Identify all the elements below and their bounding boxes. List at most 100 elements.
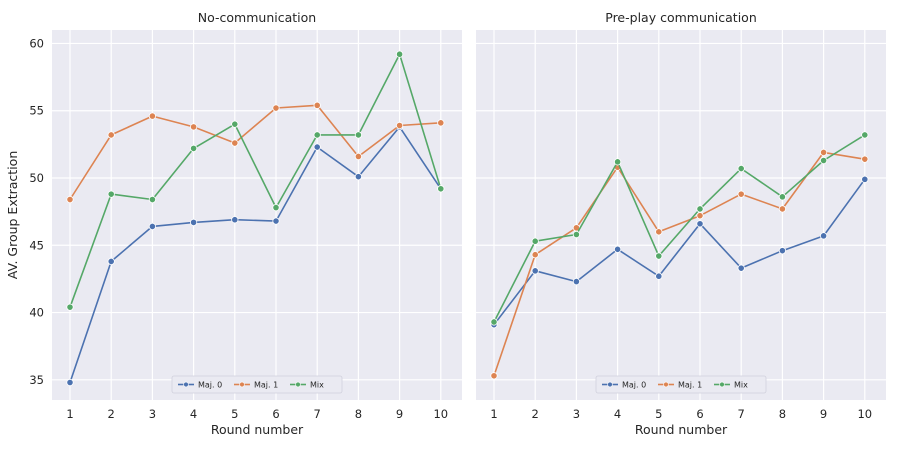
panel-1-series-2-point — [272, 104, 280, 112]
panel-1-x-tick-label: 2 — [108, 407, 115, 421]
panel-1-legend-label-2: Maj. 1 — [254, 381, 278, 390]
panel-2-series-1-point — [613, 245, 622, 253]
panel-1-y-tick-label: 40 — [29, 306, 44, 320]
panel-2-series-3-point — [819, 156, 828, 165]
panel-2-series-1-point — [861, 175, 869, 183]
panel-1-series-3-point — [107, 190, 115, 198]
panel-1-legend-label-1: Maj. 0 — [198, 381, 222, 390]
panel-2-series-3-point — [531, 237, 539, 245]
panel-1-series-2-point — [190, 123, 198, 131]
panel-2-series-3-point — [613, 158, 622, 166]
panel-1-y-tick-label: 60 — [29, 36, 44, 50]
panel-2-series-2-point — [655, 228, 663, 236]
panel-1-series-3-point — [272, 204, 280, 212]
panel-1-series-2-point — [354, 152, 362, 161]
panel-2-series-3-point — [572, 230, 581, 239]
panel-1-x-tick-label: 9 — [396, 407, 403, 421]
panel-1-series-3-point — [231, 120, 239, 128]
panel-1-legend-marker-3 — [295, 381, 301, 388]
panel-1-series-3-point — [437, 185, 445, 193]
panel-2-x-tick-label: 8 — [779, 407, 786, 421]
panel-1-series-3-point — [148, 195, 156, 204]
panel-1-series-2-point — [395, 121, 404, 130]
panel-1-series-1-point — [66, 378, 74, 387]
panel-2-series-1-point — [737, 264, 745, 272]
panel-1-x-tick-label: 7 — [314, 407, 321, 421]
panel-1-y-tick-label: 35 — [29, 373, 44, 387]
panel-1-series-1-line — [69, 126, 442, 383]
panel-1-plot-area — [52, 30, 462, 400]
y-axis-label: AV. Group Extraction — [5, 151, 20, 279]
panel-1-y-tick-label: 50 — [29, 171, 44, 185]
panel-2-series-1-point — [696, 220, 704, 228]
panel-2-x-tick-label: 7 — [738, 407, 745, 421]
panel-2-legend-label-1: Maj. 0 — [622, 381, 646, 390]
panel-1-x-axis-label: Round number — [211, 422, 304, 437]
panel-2-legend-marker-3 — [719, 381, 725, 388]
panel-1-series-3-point — [395, 50, 404, 58]
panel-2-series-2-point — [531, 251, 539, 259]
panel-1-series-3-line — [69, 53, 442, 308]
panel-2-series-1-point — [655, 272, 663, 280]
panel-1-series-2-point — [231, 139, 239, 147]
panel-1-x-tick-label: 10 — [433, 407, 448, 421]
panel-2-series-3-point — [737, 164, 745, 173]
panel-2-series-2-point — [490, 372, 498, 380]
panel-2-series-2-line — [493, 151, 865, 377]
panel-1-series-1-point — [272, 217, 280, 225]
panel-2-series-1-point — [819, 232, 828, 240]
panel-2-x-tick-label: 6 — [696, 407, 703, 421]
panel-1-series-1-point — [354, 173, 362, 181]
panel-2-x-tick-label: 9 — [820, 407, 827, 421]
panel-1-series-2-point — [148, 112, 156, 120]
panel-2-series-2-point — [819, 148, 828, 157]
panel-2-legend-marker-2 — [663, 381, 669, 388]
panel-1-x-tick-label: 1 — [66, 407, 73, 421]
panel-2-x-tick-label: 1 — [490, 407, 497, 421]
panel-1-x-tick-label: 4 — [190, 407, 197, 421]
panel-1-series-3-point — [313, 131, 321, 139]
panel-1-x-tick-label: 3 — [149, 407, 156, 421]
panel-1-legend-marker-2 — [239, 381, 245, 388]
panel-2-x-tick-label: 4 — [614, 407, 621, 421]
panel-2-series-1-line — [493, 178, 866, 326]
panel-2-plot-area — [476, 30, 886, 400]
panel-1-legend-marker-1 — [183, 381, 189, 388]
panel-1-y-tick-label: 55 — [29, 104, 44, 118]
panel-1-series-1-point — [190, 218, 198, 226]
panel-1-series-2-point — [437, 119, 445, 127]
panel-1-series-1-point — [231, 216, 239, 224]
panel-2-legend-label-3: Mix — [734, 381, 748, 390]
panel-2-legend-marker-1 — [607, 381, 613, 388]
panel-2-x-axis-label: Round number — [635, 422, 728, 437]
panel-2-series-1-point — [778, 247, 787, 255]
panel-2-series-2-point — [861, 155, 869, 163]
panel-2-legend — [595, 375, 767, 394]
panel-1-series-1-point — [313, 143, 321, 151]
panel-2-series-3-line — [493, 134, 866, 323]
panel-2-title: Pre-play communication — [605, 10, 757, 25]
panel-1-x-tick-label: 6 — [272, 407, 279, 421]
panel-1-title: No-communication — [198, 10, 316, 25]
panel-2-x-tick-label: 3 — [573, 407, 580, 421]
panel-2-x-tick-label: 2 — [532, 407, 539, 421]
panel-1-series-2-point — [107, 131, 115, 139]
panel-1-series-2-point — [313, 101, 321, 109]
panel-1-series-2-line — [69, 104, 441, 200]
panel-1-legend — [171, 375, 343, 394]
panel-2-series-3-point — [861, 131, 869, 139]
panel-1-series-1-point — [107, 257, 115, 266]
panel-1-series-2-point — [66, 195, 74, 204]
panel-1-y-tick-label: 45 — [29, 238, 44, 252]
panel-2-series-2-point — [778, 205, 787, 213]
panel-1-series-3-point — [190, 144, 198, 152]
panel-2-x-tick-label: 5 — [655, 407, 662, 421]
panel-2-series-3-point — [655, 252, 663, 260]
panel-2-series-2-point — [696, 212, 704, 220]
panel-1-x-tick-label: 5 — [231, 407, 238, 421]
panel-1-series-3-point — [354, 131, 362, 139]
panel-2-series-2-point — [737, 190, 745, 198]
panel-1-legend-label-3: Mix — [310, 381, 324, 390]
panel-1-series-1-point — [148, 222, 156, 231]
